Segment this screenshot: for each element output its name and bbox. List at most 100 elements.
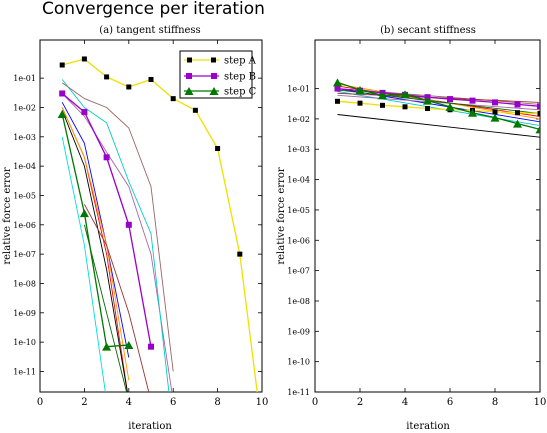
panel-a-ytick-label: 1e-11	[13, 367, 36, 376]
panel-b-x-axis-label: iteration	[406, 421, 450, 432]
panel-b-data-point	[490, 113, 500, 122]
panel-a-series-line	[61, 102, 130, 358]
panel-b-ytick-label: 1e-02	[287, 115, 310, 124]
panel-b-ytick-label: 1e-08	[287, 297, 310, 306]
panel-a-ytick-label: 1e-07	[13, 250, 36, 259]
panel-a-ytick-label: 1e-06	[13, 221, 36, 230]
panel-b-data-point	[380, 102, 385, 108]
panel-a-ytick-labels: 1e-01 1e-02 1e-03 1e-04 1e-05 1e-06 1e-07 1e-08…	[13, 74, 36, 376]
panel-a-series-line	[61, 110, 128, 392]
panel-a-data-point	[148, 76, 154, 82]
panel-b-ytick-label: 1e-06	[287, 236, 310, 245]
panel-a-ytick-label: 1e-04	[13, 162, 36, 171]
legend-marker-step-b	[211, 73, 217, 79]
panel-a-xtick-labels: 0 2 4 6 8 10	[37, 397, 269, 408]
panel-b-xtick-label: 10	[534, 397, 547, 408]
panel-a-data-point	[81, 109, 88, 116]
panel-a-data-point	[237, 251, 243, 257]
panel-a-ytick-label: 1e-05	[13, 191, 36, 200]
panel-b-data-point	[425, 106, 430, 112]
legend-marker-step-c	[184, 87, 194, 95]
panel-a-data-point	[102, 342, 112, 351]
panel-a-ytick-label: 1e-03	[13, 133, 36, 142]
panel-b-ytick-label: 1e-11	[287, 388, 310, 397]
panel-b-series-line	[337, 87, 540, 107]
panel-b-data-point	[334, 85, 341, 92]
legend-item-step-a: step A	[184, 56, 257, 67]
panel-b-data-point	[355, 85, 365, 94]
panel-b-data-point	[514, 101, 521, 108]
panel-a-xtick-label: 4	[126, 397, 132, 408]
legend-label-step-c: step C	[224, 87, 257, 98]
panel-b-xtick-label: 6	[447, 397, 453, 408]
panel-a-series-line	[61, 93, 173, 392]
panel-a-xtick-label: 6	[170, 397, 176, 408]
panel-b-ytick-labels: 1e-01 1e-02 1e-03 1e-04 1e-05 1e-06 1e-07 1e-08…	[287, 85, 310, 397]
panel-b-data-point	[469, 97, 476, 104]
panel-a-series-line	[61, 107, 130, 381]
panel-b-data-point	[400, 90, 410, 99]
panel-b-data-point	[537, 111, 540, 117]
panel-b-ytick-label: 1e-03	[287, 145, 310, 154]
panel-b-data-point	[492, 109, 498, 115]
panel-a-data-point	[57, 109, 67, 118]
panel-a-series-line	[62, 58, 258, 392]
panel-a-data-point	[192, 107, 198, 113]
panel-a-data-point	[124, 340, 134, 349]
panel-a-series-line	[61, 113, 129, 348]
legend-item-step-c: step C	[184, 87, 257, 98]
panel-b-series-line	[337, 89, 540, 115]
panel-b-series-line	[337, 114, 540, 138]
panel-b-data-point	[447, 96, 453, 103]
panel-a-ytick-label: 1e-08	[13, 279, 36, 288]
panel-a-data-point	[104, 74, 110, 80]
panel-b-xtick-label: 8	[492, 397, 498, 408]
panel-b-series-line	[337, 94, 540, 111]
panel-a-series-line	[84, 204, 150, 392]
panel-a-ytick-label: 1e-10	[13, 338, 36, 347]
panel-b-data-point	[535, 125, 540, 134]
panel-b-data-point	[515, 110, 520, 116]
panel-b-data-point	[537, 103, 540, 110]
panel-a-x-axis-label: iteration	[128, 421, 172, 432]
panel-a-plot-frame	[39, 39, 263, 393]
panel-b-ytick-label: 1e-01	[287, 85, 310, 94]
panel-b-data-point	[492, 99, 498, 106]
panel-a-xtick-label: 10	[256, 397, 269, 408]
panel-b-data-point	[335, 98, 340, 104]
panel-b-data-point	[468, 108, 477, 117]
panel-a-data-point	[215, 145, 221, 151]
panel-a-data-point	[59, 62, 65, 68]
panel-a-xtick-label: 0	[37, 397, 43, 408]
panel-a-series-line	[61, 107, 128, 392]
panel-a-ytick-label: 1e-01	[13, 74, 36, 83]
panel-a-xtick-label: 2	[81, 397, 87, 408]
panel-a-data-point	[59, 90, 66, 97]
panel-b-data-point	[423, 96, 432, 105]
figure-title: Convergence per iteration	[42, 0, 265, 19]
chart-panel-a: (a) tangent stiffness 1e-011e-021e-031e-…	[2, 25, 268, 432]
panel-b-ytick-label: 1e-05	[287, 206, 310, 215]
legend-item-step-b: step B	[184, 72, 256, 83]
panel-b-ytick-label: 1e-04	[287, 176, 310, 185]
panel-b-data-point	[333, 78, 342, 87]
panel-b-series-line	[337, 81, 540, 131]
panel-a-ticks	[39, 40, 263, 392]
panel-a-series-line	[61, 93, 152, 347]
legend-label-step-b: step B	[224, 72, 256, 83]
panel-b-xtick-labels: 0 2 4 6 8 10	[312, 397, 547, 408]
panel-b-ytick-label: 1e-07	[287, 267, 310, 276]
panel-b-xtick-label: 0	[312, 397, 318, 408]
panel-a-data-point	[81, 56, 87, 62]
panel-a-series-line	[61, 82, 174, 372]
panel-b-y-axis-label: relative force error	[276, 167, 287, 265]
panel-a-ytick-label: 1e-09	[13, 309, 36, 318]
panel-b-ytick-label: 1e-09	[287, 327, 310, 336]
panel-a-series-group	[57, 56, 258, 392]
panel-a-y-axis-label: relative force error	[2, 167, 13, 265]
panel-b-ticks	[314, 40, 541, 393]
legend-marker-step-b	[186, 73, 192, 79]
panel-b-data-point	[357, 100, 363, 106]
panel-a-ytick-label: 1e-02	[13, 103, 36, 112]
